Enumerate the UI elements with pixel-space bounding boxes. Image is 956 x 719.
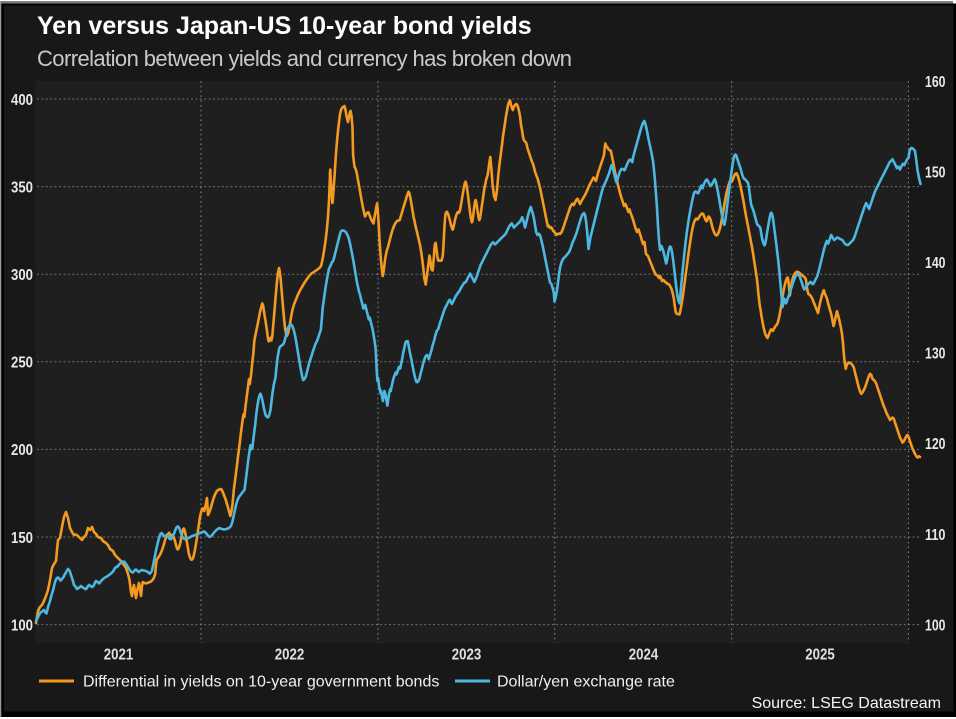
svg-text:200: 200: [11, 442, 33, 459]
svg-text:Source: LSEG Datastream: Source: LSEG Datastream: [752, 695, 941, 712]
svg-text:120: 120: [925, 436, 946, 453]
svg-text:2023: 2023: [452, 647, 482, 664]
svg-text:130: 130: [925, 346, 946, 363]
svg-text:2025: 2025: [805, 647, 835, 664]
svg-text:2022: 2022: [275, 647, 305, 664]
svg-text:2024: 2024: [629, 647, 659, 664]
svg-text:2021: 2021: [104, 647, 134, 664]
svg-text:100: 100: [925, 617, 946, 634]
svg-text:140: 140: [925, 255, 946, 272]
svg-text:Yen versus Japan-US 10-year bo: Yen versus Japan-US 10-year bond yields: [37, 12, 532, 40]
svg-text:300: 300: [11, 267, 33, 284]
svg-text:Differential in yields on 10-y: Differential in yields on 10-year govern…: [83, 674, 439, 691]
svg-text:160: 160: [925, 74, 946, 91]
svg-text:350: 350: [11, 179, 33, 196]
svg-text:110: 110: [925, 527, 946, 544]
svg-text:Correlation between yields and: Correlation between yields and currency …: [37, 46, 572, 71]
svg-text:100: 100: [11, 617, 33, 634]
svg-text:150: 150: [925, 164, 946, 181]
svg-text:Dollar/yen exchange rate: Dollar/yen exchange rate: [497, 674, 675, 691]
svg-text:250: 250: [11, 355, 33, 372]
svg-text:400: 400: [11, 92, 33, 109]
svg-text:150: 150: [11, 530, 33, 547]
